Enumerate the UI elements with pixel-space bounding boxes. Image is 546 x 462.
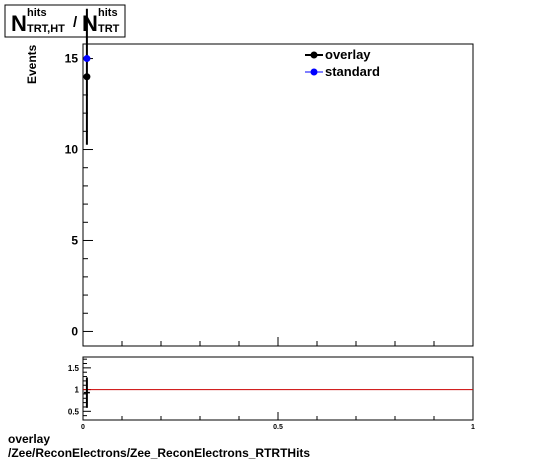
y-tick-label: 15	[65, 52, 79, 66]
ratio-y-tick-label: 0.5	[68, 407, 80, 416]
ratio-plot: 0.511.5 0 0.5 1	[68, 356, 475, 431]
y-axis-label: Events	[25, 44, 39, 84]
legend: overlay standard	[305, 47, 380, 79]
legend-entry-standard: standard	[305, 64, 380, 79]
legend-standard-marker	[310, 68, 318, 76]
standard-point	[83, 55, 91, 63]
ratio-x-tick-label: 0.5	[273, 424, 283, 431]
legend-standard-label: standard	[325, 64, 380, 79]
ratio-x-tick-label: 0	[81, 424, 85, 431]
ratio-y-ticks: 0.5 1 1.5	[68, 358, 91, 416]
ratio-x-tick-label: 1	[471, 424, 475, 431]
main-x-ticks	[82, 337, 474, 346]
title-main-a: N	[11, 11, 27, 36]
title-sup-a: hits	[27, 7, 47, 19]
ratio-y-tick-label: 1.5	[68, 364, 80, 373]
overlay-point	[83, 73, 91, 81]
title-sup-b: hits	[98, 7, 118, 19]
main-marks	[83, 8, 91, 145]
y-tick-label: 0	[71, 324, 78, 338]
ratio-x-ticks: 0 0.5 1	[81, 412, 475, 431]
y-tick-label: 5	[71, 233, 78, 247]
main-y-ticks: 0 5 10 15	[65, 52, 93, 338]
ratio-marks	[83, 377, 473, 408]
title-box	[4, 4, 126, 38]
legend-entry-overlay: overlay	[305, 47, 371, 62]
title-main-b: N	[82, 11, 98, 36]
legend-overlay-label: overlay	[325, 47, 371, 62]
title-sub-a: TRT,HT	[27, 23, 65, 35]
legend-overlay-marker	[310, 51, 318, 59]
ratio-plot-frame	[82, 356, 474, 421]
y-tick-label: 10	[65, 143, 79, 157]
main-plot-frame	[82, 43, 474, 347]
footer-line-1: overlay	[8, 432, 50, 446]
main-plot: Events 0 5 10 15 overlay standard	[25, 8, 474, 347]
title-sub-b: TRT	[98, 23, 120, 35]
footer-line-2: /Zee/ReconElectrons/Zee_ReconElectrons_R…	[8, 446, 310, 460]
ratio-y-tick-label: 1	[75, 386, 80, 395]
title-slash: /	[73, 14, 78, 31]
